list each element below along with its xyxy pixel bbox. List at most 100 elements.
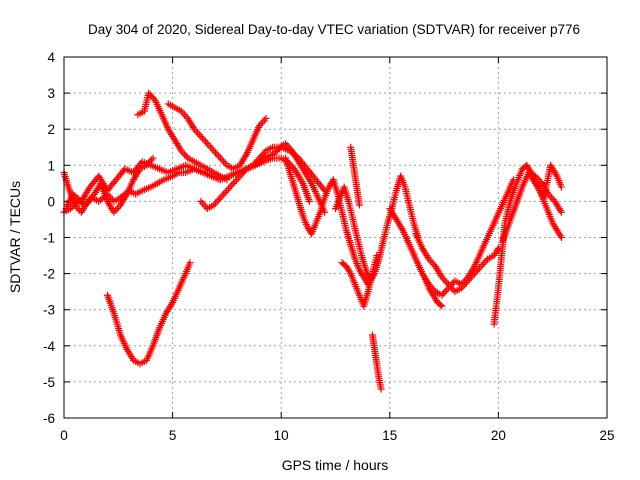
data-point bbox=[449, 279, 457, 287]
data-point bbox=[461, 280, 469, 288]
data-point bbox=[202, 138, 210, 146]
series-arc-3 bbox=[60, 154, 157, 216]
x-tick-label: 5 bbox=[169, 428, 177, 443]
y-tick-label: 1 bbox=[47, 158, 55, 173]
series-arc-10 bbox=[338, 252, 381, 310]
data-point bbox=[441, 277, 449, 285]
data-point bbox=[225, 185, 233, 193]
data-points bbox=[60, 89, 565, 393]
data-point bbox=[377, 385, 385, 393]
data-point bbox=[262, 114, 270, 122]
data-point bbox=[438, 302, 446, 310]
data-point bbox=[202, 203, 210, 211]
data-point bbox=[218, 156, 226, 164]
data-point bbox=[223, 187, 231, 195]
y-tick-label: 0 bbox=[47, 194, 55, 209]
data-point bbox=[205, 141, 213, 149]
series-arc-4 bbox=[134, 89, 231, 184]
series-arc-12 bbox=[347, 143, 363, 209]
data-point bbox=[446, 282, 454, 290]
x-tick-label: 25 bbox=[599, 428, 614, 443]
grid-lines bbox=[64, 57, 607, 418]
data-point bbox=[223, 176, 231, 184]
data-point bbox=[305, 197, 313, 205]
y-tick-label: -5 bbox=[43, 375, 55, 390]
chart-title: Day 304 of 2020, Sidereal Day-to-day VTE… bbox=[88, 22, 580, 37]
data-point bbox=[466, 275, 474, 283]
data-point bbox=[213, 197, 221, 205]
data-point bbox=[229, 179, 237, 187]
data-point bbox=[197, 132, 205, 140]
data-point bbox=[260, 116, 268, 124]
y-tick-label: 4 bbox=[47, 50, 55, 65]
data-point bbox=[200, 136, 208, 144]
data-point bbox=[203, 140, 211, 148]
data-point bbox=[449, 286, 457, 294]
data-point bbox=[194, 129, 202, 137]
y-axis-label: SDTVAR / TECUs bbox=[7, 181, 23, 293]
y-tick-label: 2 bbox=[47, 122, 55, 137]
data-point bbox=[440, 289, 448, 297]
data-point bbox=[208, 145, 216, 153]
data-point bbox=[181, 150, 189, 158]
x-tick-label: 20 bbox=[491, 428, 506, 443]
data-point bbox=[233, 176, 241, 184]
data-point bbox=[480, 259, 488, 267]
y-tick-label: 3 bbox=[47, 86, 55, 101]
data-point bbox=[557, 208, 565, 216]
data-point bbox=[479, 261, 487, 269]
y-tick-label: -1 bbox=[43, 231, 55, 246]
data-point bbox=[210, 147, 218, 155]
data-point bbox=[548, 194, 556, 202]
y-tick-label: -2 bbox=[43, 267, 55, 282]
y-tick-label: -4 bbox=[43, 339, 55, 354]
series-arc-16 bbox=[490, 161, 565, 328]
data-point bbox=[197, 197, 205, 205]
data-point bbox=[215, 196, 223, 204]
series-arc-5 bbox=[164, 100, 270, 173]
data-point bbox=[149, 154, 157, 162]
x-tick-label: 10 bbox=[274, 428, 289, 443]
data-point bbox=[220, 158, 228, 166]
data-point bbox=[195, 131, 203, 139]
data-point bbox=[215, 152, 223, 160]
data-point bbox=[220, 190, 228, 198]
series-arc-14 bbox=[412, 230, 502, 296]
series-arc-15 bbox=[421, 273, 446, 310]
data-point bbox=[186, 259, 194, 267]
series-arc-6 bbox=[103, 259, 194, 368]
tick-labels: 0 5 10 15 20 25 -6 -5 -4 -3 -2 -1 0 1 2 3 4 bbox=[43, 50, 615, 443]
data-point bbox=[148, 93, 156, 101]
plot-frame bbox=[63, 56, 608, 419]
data-point bbox=[211, 149, 219, 157]
data-point bbox=[444, 280, 452, 288]
y-tick-label: -6 bbox=[43, 411, 55, 426]
data-point bbox=[218, 192, 226, 200]
data-point bbox=[557, 183, 565, 191]
data-point bbox=[231, 178, 239, 186]
y-tick-label: -3 bbox=[43, 303, 55, 318]
data-point bbox=[428, 259, 436, 267]
series-arc-11 bbox=[368, 331, 385, 393]
data-point bbox=[259, 118, 267, 126]
data-point bbox=[462, 279, 470, 287]
data-point bbox=[228, 181, 236, 189]
x-axis-label: GPS time / hours bbox=[282, 457, 389, 473]
data-point bbox=[113, 205, 121, 213]
data-point bbox=[221, 188, 229, 196]
data-point bbox=[216, 194, 224, 202]
x-tick-label: 0 bbox=[60, 428, 68, 443]
data-point bbox=[464, 277, 472, 285]
data-point bbox=[207, 143, 215, 151]
data-point bbox=[216, 154, 224, 162]
data-point bbox=[443, 286, 451, 294]
series-arc-18 bbox=[527, 161, 565, 202]
data-point bbox=[355, 201, 363, 209]
data-point bbox=[181, 111, 189, 119]
x-tick-label: 15 bbox=[382, 428, 397, 443]
series-arc-8 bbox=[282, 154, 372, 288]
data-point bbox=[494, 244, 502, 252]
data-point bbox=[198, 199, 206, 207]
data-point bbox=[226, 183, 234, 191]
